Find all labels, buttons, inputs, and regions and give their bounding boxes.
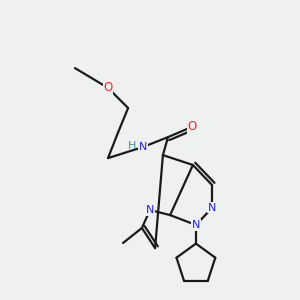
Text: H: H	[128, 140, 136, 151]
Text: O: O	[103, 81, 112, 94]
Text: N: N	[192, 220, 200, 230]
Text: N: N	[146, 205, 154, 215]
Text: N: N	[208, 203, 216, 213]
Text: O: O	[188, 120, 196, 134]
Text: N: N	[139, 142, 147, 152]
